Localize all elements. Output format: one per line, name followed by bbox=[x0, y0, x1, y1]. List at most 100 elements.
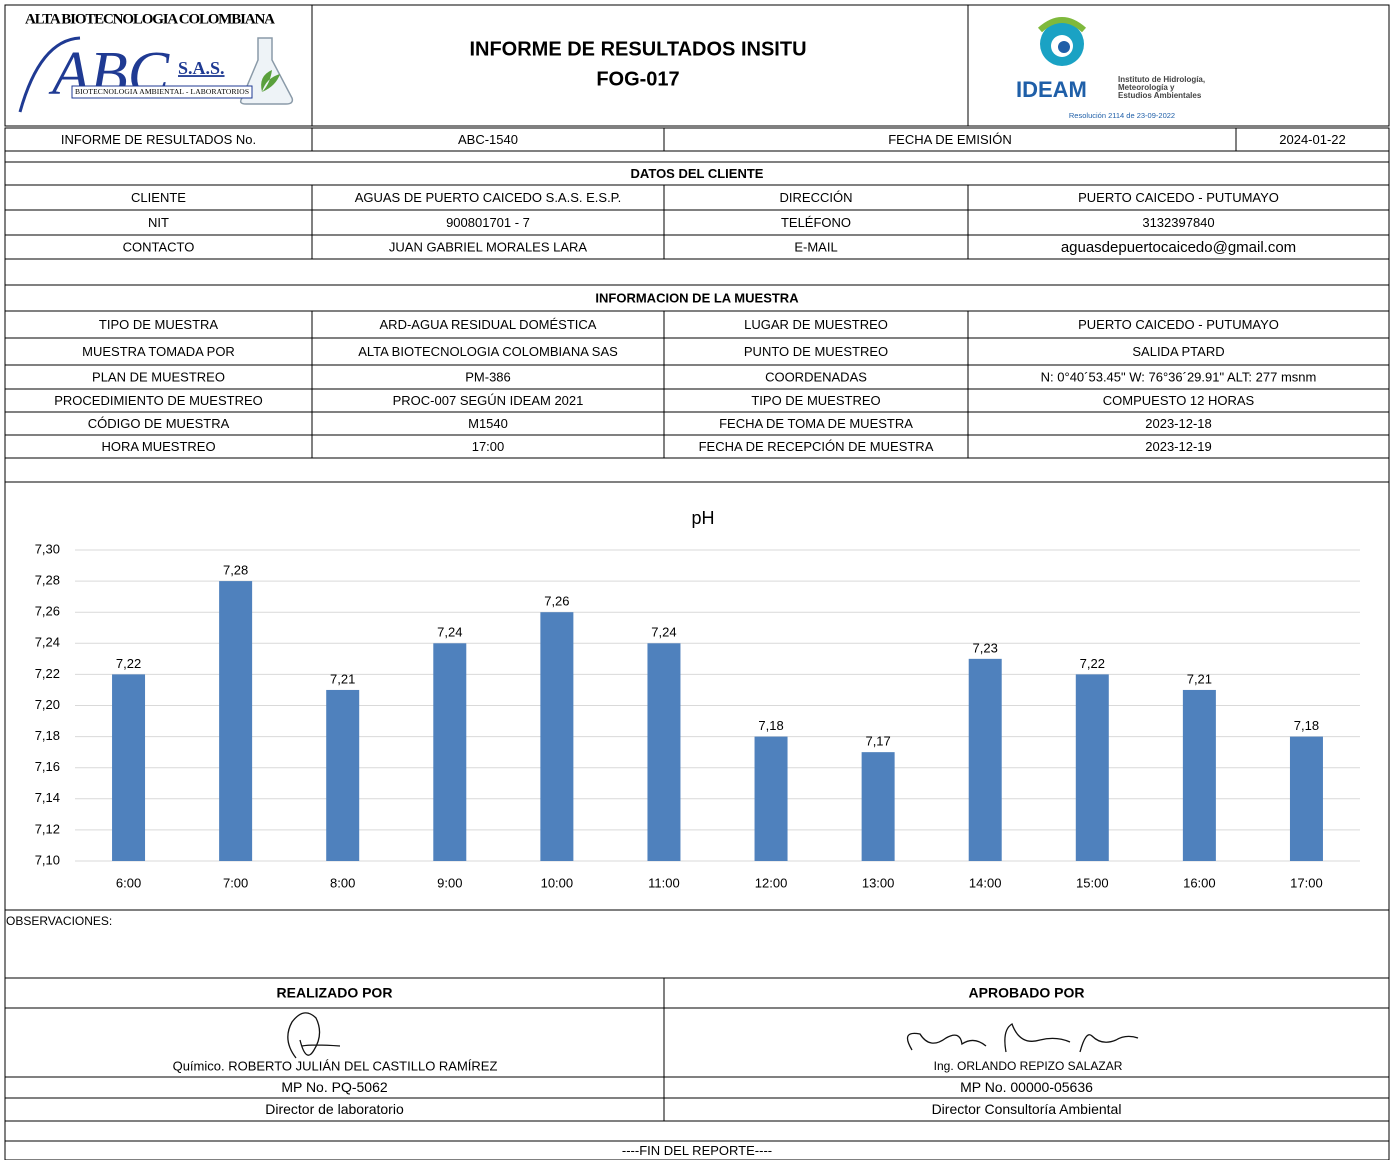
section-title: DATOS DEL CLIENTE bbox=[631, 166, 764, 181]
cell-text: 2023-12-19 bbox=[1145, 439, 1212, 454]
logo-name: ALTA BIOTECNOLOGIA COLOMBIANA bbox=[25, 11, 275, 27]
cell-text: DIRECCIÓN bbox=[780, 190, 853, 205]
signer-mp: MP No. 00000-05636 bbox=[960, 1079, 1093, 1095]
leaf bbox=[261, 70, 280, 92]
cell-text: PLAN DE MUESTREO bbox=[92, 369, 225, 384]
logo-line: Meteorología y bbox=[1118, 83, 1175, 92]
cell-text: NIT bbox=[148, 215, 169, 230]
abc-logo: ALTA BIOTECNOLOGIA COLOMBIANA ABC S.A.S.… bbox=[18, 11, 294, 113]
section-title: INFORMACION DE LA MUESTRA bbox=[595, 290, 799, 305]
bar bbox=[112, 674, 146, 861]
cell-text: 900801701 - 7 bbox=[446, 215, 530, 230]
x-tick-label: 14:00 bbox=[969, 875, 1002, 890]
y-tick-label: 7,28 bbox=[35, 573, 60, 588]
cell-text: TIPO DE MUESTREO bbox=[751, 393, 880, 408]
cell-text: aguasdepuertocaicedo@gmail.com bbox=[1061, 239, 1296, 256]
cell-text: PM-386 bbox=[465, 369, 511, 384]
data-label: 7,24 bbox=[651, 625, 676, 640]
cell-text: ABC-1540 bbox=[458, 132, 518, 147]
report-code: FOG-017 bbox=[596, 68, 679, 90]
logo-resolution: Resolución 2114 de 23-09-2022 bbox=[1069, 111, 1175, 120]
x-tick-label: 12:00 bbox=[755, 875, 788, 890]
tagline-box bbox=[71, 85, 253, 99]
bar bbox=[968, 658, 1002, 861]
cell-text: M1540 bbox=[468, 416, 508, 431]
bar bbox=[754, 736, 788, 861]
cell-text: PUERTO CAICEDO - PUTUMAYO bbox=[1078, 317, 1279, 332]
bar bbox=[1075, 674, 1109, 861]
cell-text: E-MAIL bbox=[794, 239, 837, 254]
signer-name: Químico. ROBERTO JULIÁN DEL CASTILLO RAM… bbox=[173, 1058, 498, 1073]
cell-text: TIPO DE MUESTRA bbox=[99, 317, 219, 332]
x-tick-label: 8:00 bbox=[330, 875, 355, 890]
cell-text: 17:00 bbox=[472, 439, 505, 454]
cell-text: ARD-AGUA RESIDUAL DOMÉSTICA bbox=[380, 317, 597, 332]
logo-swoosh bbox=[18, 36, 81, 113]
logo-tagline: BIOTECNOLOGIA AMBIENTAL - LABORATORIOS bbox=[75, 87, 249, 96]
signer-mp: MP No. PQ-5062 bbox=[281, 1079, 388, 1095]
cell-text: SALIDA PTARD bbox=[1132, 344, 1224, 359]
bar bbox=[647, 643, 681, 861]
cell-text: JUAN GABRIEL MORALES LARA bbox=[389, 239, 588, 254]
cell-text: CONTACTO bbox=[123, 239, 195, 254]
logo-suffix: S.A.S. bbox=[178, 58, 225, 78]
bar bbox=[326, 689, 360, 861]
y-tick-label: 7,24 bbox=[35, 635, 60, 650]
cell-text: FECHA DE TOMA DE MUESTRA bbox=[719, 416, 913, 431]
signer-role: Director de laboratorio bbox=[265, 1101, 404, 1117]
data-label: 7,22 bbox=[1080, 656, 1105, 671]
logo-name: IDEAM bbox=[1016, 77, 1087, 102]
x-tick-label: 15:00 bbox=[1076, 875, 1109, 890]
cell-text: FECHA DE RECEPCIÓN DE MUESTRA bbox=[699, 439, 934, 454]
observations-label: OBSERVACIONES: bbox=[6, 914, 112, 928]
cell-text: 2023-12-18 bbox=[1145, 416, 1212, 431]
flask bbox=[239, 37, 294, 105]
cell-text: MUESTRA TOMADA POR bbox=[82, 344, 235, 359]
y-tick-label: 7,16 bbox=[35, 759, 60, 774]
x-tick-label: 10:00 bbox=[541, 875, 574, 890]
data-label: 7,21 bbox=[1187, 671, 1212, 686]
cell-text: 3132397840 bbox=[1142, 215, 1214, 230]
cell-text: 2024-01-22 bbox=[1279, 132, 1346, 147]
cell-text: PUERTO CAICEDO - PUTUMAYO bbox=[1078, 190, 1279, 205]
data-label: 7,24 bbox=[437, 625, 462, 640]
signature-right bbox=[906, 1023, 1139, 1053]
y-tick-label: 7,10 bbox=[35, 852, 60, 867]
signature-title: APROBADO POR bbox=[969, 985, 1085, 1001]
cell-text: HORA MUESTREO bbox=[101, 439, 215, 454]
signature-title: REALIZADO POR bbox=[277, 985, 393, 1001]
data-label: 7,18 bbox=[758, 718, 783, 733]
y-tick-label: 7,12 bbox=[35, 821, 60, 836]
x-tick-label: 9:00 bbox=[437, 875, 462, 890]
bar bbox=[219, 581, 253, 861]
data-label: 7,18 bbox=[1294, 718, 1319, 733]
data-label: 7,21 bbox=[330, 671, 355, 686]
ideam-logo: IDEAM Instituto de Hidrología, Meteorolo… bbox=[1016, 17, 1205, 120]
logo-pupil bbox=[1058, 41, 1070, 53]
bar bbox=[540, 612, 574, 861]
bar bbox=[1182, 689, 1216, 861]
data-label: 7,22 bbox=[116, 656, 141, 671]
cell-text: CÓDIGO DE MUESTRA bbox=[88, 416, 230, 431]
report-title: INFORME DE RESULTADOS INSITU bbox=[469, 38, 806, 60]
x-tick-label: 6:00 bbox=[116, 875, 141, 890]
data-label: 7,17 bbox=[865, 734, 890, 749]
cell-text: COORDENADAS bbox=[765, 369, 867, 384]
cell-text: TELÉFONO bbox=[781, 215, 851, 230]
x-tick-label: 16:00 bbox=[1183, 875, 1216, 890]
logo-line: Estudios Ambientales bbox=[1118, 91, 1202, 100]
cell-text: AGUAS DE PUERTO CAICEDO S.A.S. E.S.P. bbox=[355, 190, 622, 205]
y-tick-label: 7,22 bbox=[35, 666, 60, 681]
cell-text: PROC-007 SEGÚN IDEAM 2021 bbox=[393, 393, 584, 408]
bar bbox=[861, 752, 895, 861]
cell-text: INFORME DE RESULTADOS No. bbox=[61, 132, 256, 147]
chart-title: pH bbox=[691, 508, 714, 528]
cell-text: FECHA DE EMISIÓN bbox=[888, 132, 1012, 147]
bar bbox=[1289, 736, 1323, 861]
x-tick-label: 17:00 bbox=[1290, 875, 1323, 890]
data-label: 7,28 bbox=[223, 563, 248, 578]
cell-text: PUNTO DE MUESTREO bbox=[744, 344, 888, 359]
table-cell bbox=[967, 4, 1390, 127]
